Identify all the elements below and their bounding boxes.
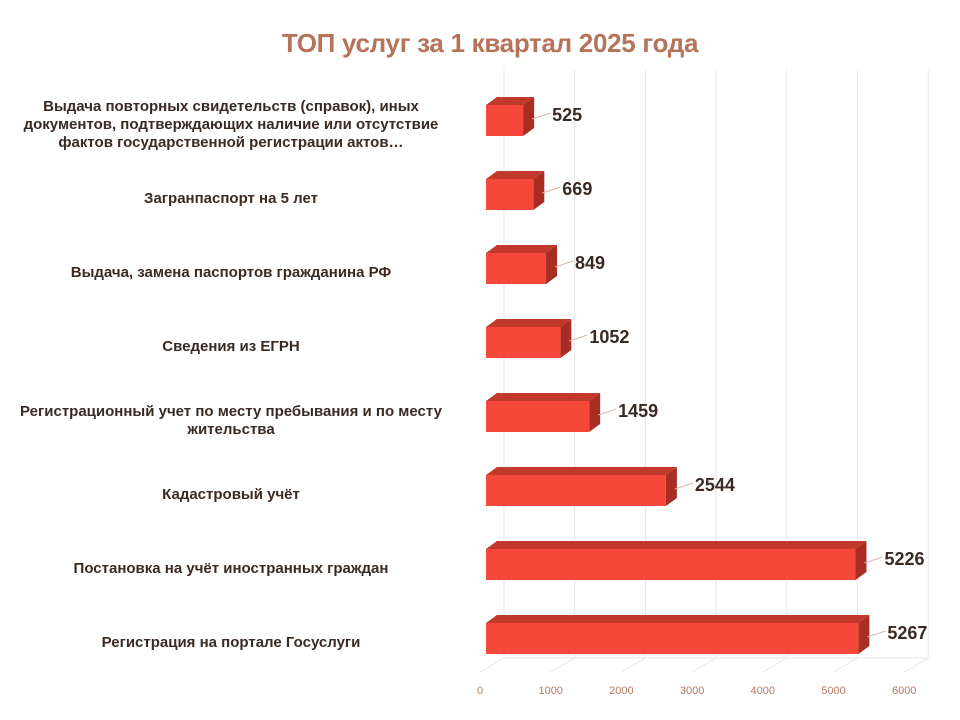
- bar: [486, 327, 561, 358]
- gridline-floor: [762, 657, 788, 673]
- leader-line: [554, 260, 574, 268]
- x-tick-label: 6000: [892, 685, 916, 697]
- leader-line: [867, 630, 886, 638]
- leader-line: [542, 186, 561, 194]
- x-tick-label: 1000: [538, 685, 562, 697]
- bar-side-face: [533, 171, 545, 210]
- data-label: 2544: [695, 475, 735, 495]
- x-tick-label: 5000: [821, 685, 845, 697]
- bar: [486, 253, 547, 284]
- bar-side-face: [855, 541, 867, 580]
- bar-top-face: [486, 615, 870, 623]
- data-label: 525: [552, 105, 582, 125]
- category-label: Загранпаспорт на 5 лет: [144, 189, 318, 207]
- gridline-floor: [621, 657, 646, 673]
- data-label: 1052: [589, 327, 629, 347]
- leader-line: [569, 334, 588, 342]
- category-label: Кадастровый учёт: [162, 485, 300, 503]
- bar-side-face: [560, 319, 572, 358]
- gridline-floor: [833, 657, 858, 673]
- bar-top-face: [486, 171, 545, 179]
- data-label: 849: [575, 253, 605, 273]
- x-tick-label: 2000: [609, 685, 633, 697]
- leader-line: [674, 482, 694, 490]
- gridline-floor: [479, 657, 505, 673]
- data-label: 5226: [884, 549, 924, 569]
- bar-side-face: [589, 393, 601, 432]
- data-label: 1459: [618, 401, 658, 421]
- bar-top-face: [486, 319, 572, 327]
- bar-side-face: [523, 97, 535, 136]
- gridline-floor: [550, 657, 575, 673]
- bar: [486, 105, 524, 136]
- bar-top-face: [486, 245, 558, 253]
- bar-top-face: [486, 541, 867, 549]
- bar: [486, 179, 534, 210]
- bar-side-face: [858, 615, 870, 654]
- leader-line: [531, 112, 551, 120]
- gridline-floor: [691, 657, 717, 673]
- bar: [486, 549, 856, 580]
- category-label: Регистрационный учет по месту пребывания…: [20, 402, 442, 438]
- bar-top-face: [486, 393, 601, 401]
- bar-top-face: [486, 467, 677, 475]
- x-tick-label: 0: [477, 685, 483, 697]
- bar-top-face: [486, 97, 535, 105]
- category-label: Выдача повторных свидетельств (справок),…: [23, 97, 439, 151]
- leader-line: [597, 408, 617, 416]
- leader-line: [864, 556, 883, 564]
- chart-title: ТОП услуг за 1 квартал 2025 года: [281, 28, 699, 58]
- bar: [486, 401, 590, 432]
- category-label: Сведения из ЕГРН: [162, 337, 300, 355]
- bar-side-face: [546, 245, 558, 284]
- x-tick-label: 3000: [680, 685, 704, 697]
- bar-side-face: [665, 467, 677, 506]
- category-label: Регистрация на портале Госуслуги: [101, 633, 361, 651]
- category-label: Постановка на учёт иностранных граждан: [73, 559, 389, 577]
- gridline-floor: [903, 657, 929, 673]
- data-label: 5267: [887, 623, 927, 643]
- data-label: 669: [562, 179, 592, 199]
- x-tick-label: 4000: [751, 685, 775, 697]
- bar: [486, 623, 859, 654]
- bar: [486, 475, 666, 506]
- category-label: Выдача, замена паспортов гражданина РФ: [70, 263, 392, 281]
